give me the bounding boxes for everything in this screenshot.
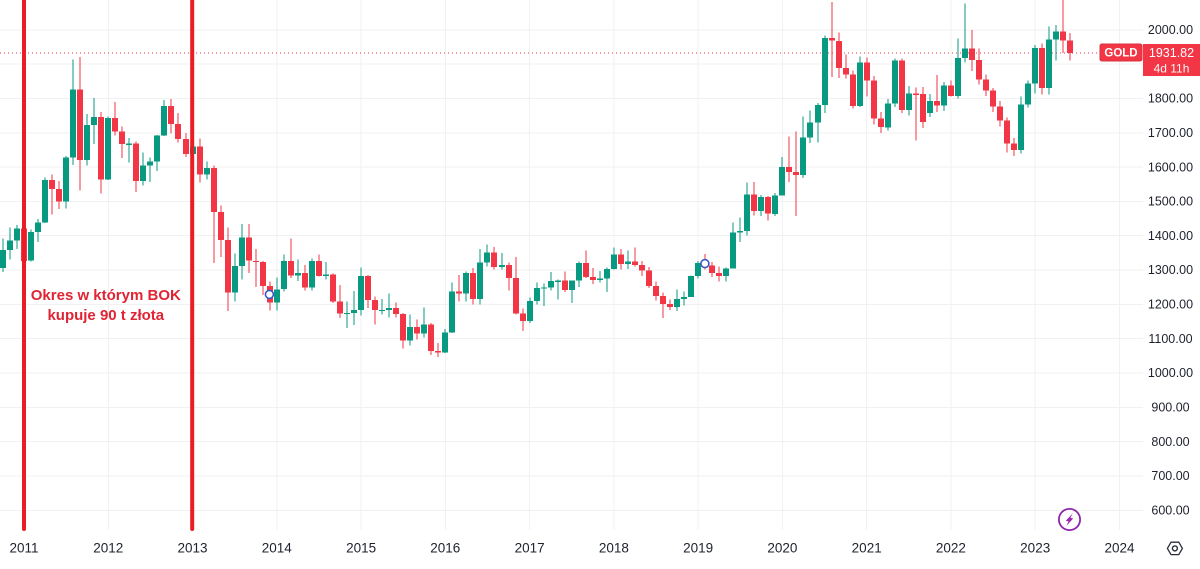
svg-text:800.00: 800.00 — [1151, 435, 1189, 449]
svg-text:2012: 2012 — [93, 540, 123, 555]
svg-text:900.00: 900.00 — [1151, 401, 1189, 415]
svg-text:1700.00: 1700.00 — [1148, 126, 1193, 140]
svg-text:2000.00: 2000.00 — [1148, 23, 1193, 37]
svg-text:2013: 2013 — [177, 540, 207, 555]
svg-text:1400.00: 1400.00 — [1148, 229, 1193, 243]
svg-text:1200.00: 1200.00 — [1148, 298, 1193, 312]
svg-text:2024: 2024 — [1104, 540, 1135, 555]
svg-text:1800.00: 1800.00 — [1148, 92, 1193, 106]
svg-text:600.00: 600.00 — [1151, 504, 1189, 518]
svg-text:2023: 2023 — [1020, 540, 1050, 555]
svg-text:1600.00: 1600.00 — [1148, 160, 1193, 174]
svg-text:700.00: 700.00 — [1151, 469, 1189, 483]
svg-text:2014: 2014 — [262, 540, 293, 555]
svg-text:1931.82: 1931.82 — [1149, 46, 1194, 60]
svg-text:2022: 2022 — [936, 540, 966, 555]
svg-text:1300.00: 1300.00 — [1148, 263, 1193, 277]
svg-text:2020: 2020 — [767, 540, 797, 555]
svg-text:2017: 2017 — [515, 540, 545, 555]
svg-text:2016: 2016 — [430, 540, 460, 555]
svg-text:2021: 2021 — [852, 540, 882, 555]
svg-text:2019: 2019 — [683, 540, 713, 555]
svg-text:2015: 2015 — [346, 540, 376, 555]
svg-text:1500.00: 1500.00 — [1148, 195, 1193, 209]
svg-text:1000.00: 1000.00 — [1148, 366, 1193, 380]
svg-text:2011: 2011 — [9, 540, 38, 555]
svg-text:kupuje 90 t złota: kupuje 90 t złota — [47, 307, 164, 324]
svg-text:2018: 2018 — [599, 540, 629, 555]
svg-text:4d 11h: 4d 11h — [1154, 61, 1190, 75]
svg-text:Okres w którym BOK: Okres w którym BOK — [31, 287, 181, 304]
svg-text:GOLD: GOLD — [1104, 48, 1137, 60]
svg-text:1100.00: 1100.00 — [1148, 332, 1192, 346]
